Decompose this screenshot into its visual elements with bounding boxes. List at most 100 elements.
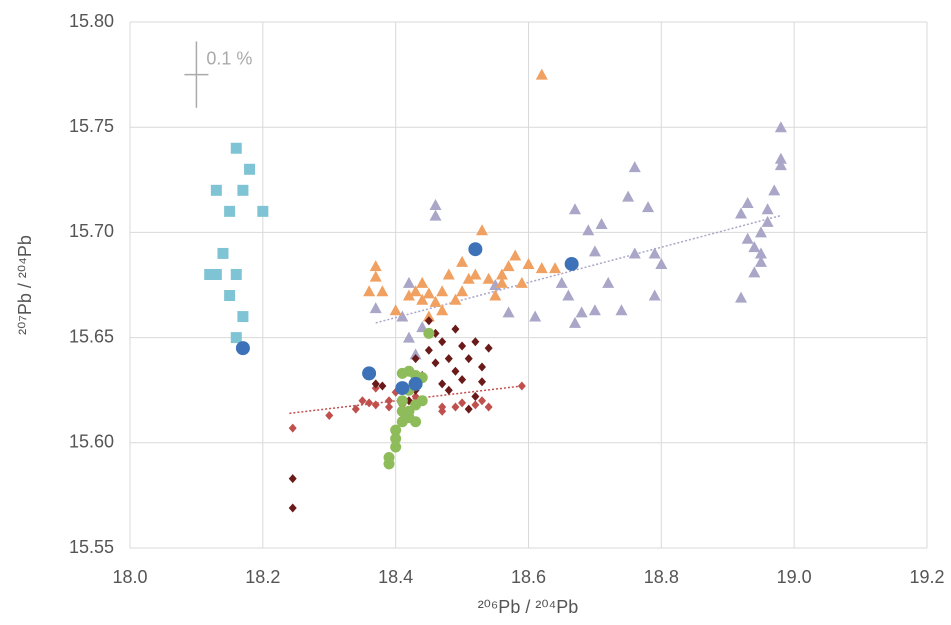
x-tick-label: 19.2 <box>909 567 944 587</box>
triangle-point <box>502 306 515 318</box>
diamond-point <box>371 400 380 410</box>
diamond-point <box>471 392 480 402</box>
triangle-point <box>648 289 661 301</box>
triangle-point <box>409 285 422 297</box>
diamond-point <box>471 400 480 410</box>
square-point <box>230 268 242 280</box>
triangle-point <box>436 285 449 297</box>
triangle-point <box>628 247 641 259</box>
triangle-point <box>409 348 422 360</box>
circle-point <box>423 327 435 339</box>
triangle-point <box>568 203 581 215</box>
triangle-point <box>655 257 668 269</box>
circle-point <box>235 341 250 356</box>
triangle-point <box>735 291 748 303</box>
triangle-point <box>648 247 661 259</box>
circle-point <box>410 416 422 428</box>
triangle-point <box>422 310 435 322</box>
square-point <box>230 332 242 344</box>
triangle-point <box>456 285 469 297</box>
circle-point <box>416 395 428 407</box>
triangle-point <box>489 289 502 301</box>
triangle-point <box>768 184 781 196</box>
y-axis-label: ²⁰⁷Pb / ²⁰⁴Pb <box>15 235 35 335</box>
diamond-point <box>358 396 367 406</box>
triangle-point <box>588 245 601 257</box>
circle-point <box>390 433 402 445</box>
triangle-point <box>761 203 774 215</box>
triangle-point <box>535 68 548 80</box>
triangle-point <box>735 207 748 219</box>
y-tick-label: 15.55 <box>69 537 114 557</box>
diamond-point <box>458 398 467 408</box>
triangle-point <box>502 260 515 272</box>
y-tick-label: 15.65 <box>69 326 114 346</box>
triangle-point <box>562 289 575 301</box>
triangle-point <box>754 247 767 259</box>
triangle-point <box>482 272 495 284</box>
triangle-point <box>369 260 382 272</box>
square-point <box>237 184 249 196</box>
diamond-point <box>351 404 360 414</box>
x-tick-label: 19.0 <box>777 567 812 587</box>
triangle-point <box>495 276 508 288</box>
triangle-point <box>774 152 787 164</box>
triangle-point <box>456 255 469 267</box>
diamond-point <box>458 375 467 385</box>
y-tick-label: 15.75 <box>69 116 114 136</box>
diamond-point <box>464 354 473 364</box>
diamond-point <box>444 385 453 395</box>
circle-point <box>396 395 408 407</box>
diamond-point <box>484 402 493 412</box>
triangle-point <box>529 310 542 322</box>
triangle-point <box>642 201 655 213</box>
diamond-point <box>431 358 440 368</box>
triangle-point <box>363 285 376 297</box>
triangle-point <box>535 262 548 274</box>
triangle-point <box>555 276 568 288</box>
triangle-point <box>402 289 415 301</box>
square-point <box>204 268 216 280</box>
triangle-point <box>761 215 774 227</box>
circle-point <box>362 366 377 381</box>
x-tick-label: 18.8 <box>644 567 679 587</box>
square-point <box>224 290 236 302</box>
diamond-point <box>451 324 460 334</box>
triangle-point <box>429 295 442 307</box>
circle-point <box>395 381 410 396</box>
triangle-point <box>469 268 482 280</box>
x-axis-label: ²⁰⁶Pb / ²⁰⁴Pb <box>478 597 579 617</box>
diamond-point <box>288 474 297 484</box>
square-point <box>224 205 236 217</box>
circle-point <box>383 458 395 470</box>
diamond-point <box>464 404 473 414</box>
triangle-point <box>416 293 429 305</box>
triangle-point <box>741 232 754 244</box>
triangle-point <box>402 276 415 288</box>
triangle-point <box>774 159 787 171</box>
circle-point <box>564 256 579 271</box>
triangle-point <box>462 272 475 284</box>
triangle-point <box>429 199 442 211</box>
diamond-point <box>478 362 487 372</box>
diamond-point <box>458 341 467 351</box>
triangle-point <box>522 257 535 269</box>
diamond-point <box>385 396 394 406</box>
triangle-point <box>402 331 415 343</box>
triangle-point <box>568 316 581 328</box>
y-tick-label: 15.80 <box>69 11 114 31</box>
triangle-point <box>396 310 409 322</box>
triangle-point <box>509 249 522 261</box>
triangle-point <box>628 161 641 173</box>
diamond-point <box>438 406 447 416</box>
diamond-point <box>451 402 460 412</box>
triangle-point <box>774 121 787 133</box>
triangle-point <box>449 293 462 305</box>
diamond-point <box>385 402 394 412</box>
triangle-point <box>754 226 767 238</box>
circle-point <box>468 242 483 257</box>
circle-point <box>396 405 408 417</box>
triangle-point <box>588 304 601 316</box>
diamond-point <box>478 377 487 387</box>
